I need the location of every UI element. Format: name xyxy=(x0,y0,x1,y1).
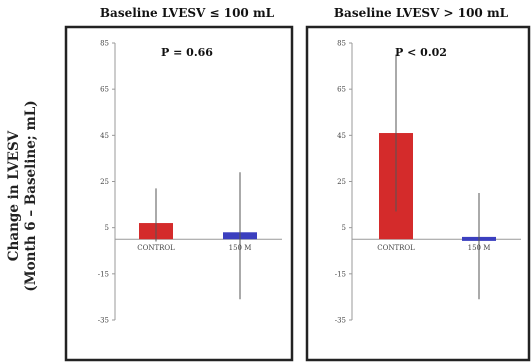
left-y-tick-label: -15 xyxy=(98,270,109,278)
right-panel-frame xyxy=(305,25,531,362)
left-y-tick-label: 65 xyxy=(100,86,109,94)
right-y-tick-label: -35 xyxy=(335,317,346,325)
left-p-value: P = 0.66 xyxy=(161,46,213,59)
right-category-label: CONTROL xyxy=(377,244,415,252)
left-category-label: CONTROL xyxy=(137,244,175,252)
y-axis-label-line1: Change in LVESV xyxy=(6,130,22,261)
right-category-label: 150 M xyxy=(468,244,491,252)
y-axis-label-line2: (Month 6 – Baseline; mL) xyxy=(23,100,39,291)
right-panel-title: Baseline LVESV > 100 mL xyxy=(334,6,509,20)
left-y-tick-label: 5 xyxy=(105,224,109,232)
left-category-label: 150 M xyxy=(229,244,252,252)
right-y-tick-label: 85 xyxy=(337,40,346,48)
left-y-tick-label: 25 xyxy=(100,178,109,186)
left-panel: Baseline LVESV ≤ 100 mL -35 -15 5 25 45 65 85 CO… xyxy=(64,6,294,362)
left-panel-title: Baseline LVESV ≤ 100 mL xyxy=(100,6,275,20)
right-y-tick-label: 45 xyxy=(337,132,346,140)
right-y-tick-label: 25 xyxy=(337,178,346,186)
left-y-tick-label: 45 xyxy=(100,132,109,140)
right-y-tick-label: 5 xyxy=(342,224,346,232)
right-p-value: P < 0.02 xyxy=(395,46,447,59)
left-y-tick-label: -35 xyxy=(98,317,109,325)
left-panel-frame xyxy=(64,25,294,362)
left-y-tick-label: 85 xyxy=(100,40,109,48)
right-y-tick-label: -15 xyxy=(335,270,346,278)
right-y-tick-label: 65 xyxy=(337,86,346,94)
right-panel: Baseline LVESV > 100 mL -35 -15 5 25 45 65 85 CO… xyxy=(305,6,531,362)
